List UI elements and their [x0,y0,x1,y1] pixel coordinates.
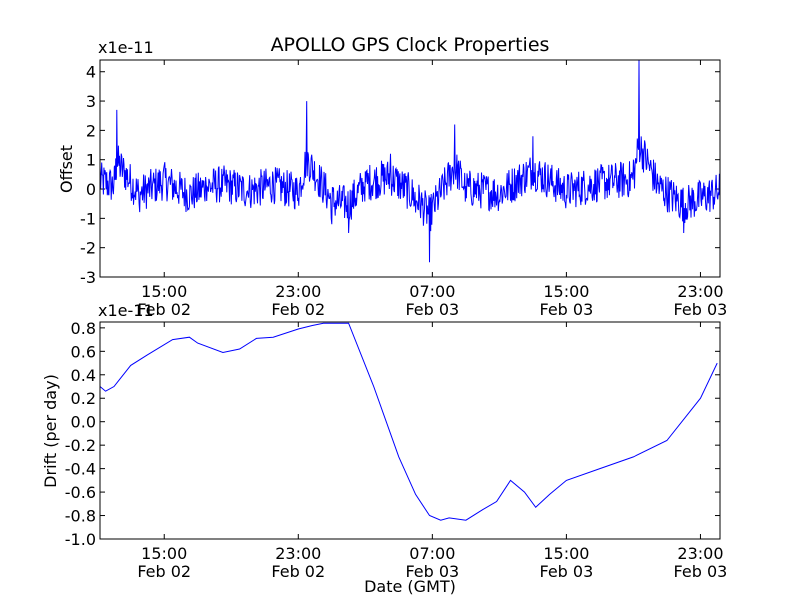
offset-panel: x1e-11 Offset -3 -2 -1 0 1 2 3 4 15:00 Feb 02 23:0… [57,38,727,319]
drift-ytick-label: 0.2 [71,389,96,408]
offset-xtick-label: 07:00 Feb 03 [405,282,459,319]
drift-xtick-label: 15:00 Feb 03 [540,544,594,581]
offset-xtick-label: 23:00 Feb 02 [271,282,325,319]
offset-xtick-label: 15:00 Feb 02 [137,282,191,319]
drift-ytick-label: -1.0 [65,530,96,549]
offset-ytick-label: 2 [86,121,96,140]
drift-ytick-label: -0.2 [65,436,96,455]
drift-scale-label: x1e-11 [98,301,154,320]
offset-ytick-label: 1 [86,151,96,170]
offset-series-line [99,59,721,263]
drift-panel: x1e-11 Drift (per day) -1.0-0.8-0.6-0.4-… [41,301,727,581]
chart-title: APOLLO GPS Clock Properties [271,34,550,56]
offset-ytick-label: -1 [80,209,96,228]
offset-plot-frame [99,59,721,278]
offset-ytick-label: 4 [86,63,96,82]
drift-xtick-label: 07:00 Feb 03 [405,544,459,581]
drift-ytick-label: 0.8 [71,319,96,338]
offset-scale-label: x1e-11 [98,38,154,57]
offset-ytick-label: -2 [80,239,96,258]
offset-y-axis-label: Offset [57,145,76,193]
drift-ytick-label: -0.8 [65,507,96,526]
x-axis-label: Date (GMT) [364,577,456,596]
drift-xtick-label: 23:00 Feb 03 [674,544,728,581]
drift-plot-frame [99,321,721,540]
drift-y-axis-label: Drift (per day) [41,374,60,488]
offset-xtick-label: 23:00 Feb 03 [674,282,728,319]
drift-axis-ticks: -1.0 -0.8 -0.6 -0.4 -0.2 0.0 0.2 0.4 0.6 0.8 15:00… [65,319,728,581]
offset-xtick-label: 15:00 Feb 03 [540,282,594,319]
offset-ytick-label: 0 [86,180,96,199]
offset-ytick-label: -3 [80,268,96,287]
drift-series-line [99,322,718,521]
drift-ytick-label: -0.4 [65,460,96,479]
offset-ytick-label: 3 [86,92,96,111]
drift-ytick-label: 0.6 [71,342,96,361]
drift-ytick-label: 0.0 [71,413,96,432]
drift-ytick-label: -0.6 [65,483,96,502]
drift-xtick-label: 15:00 Feb 02 [137,544,191,581]
drift-xtick-label: 23:00 Feb 02 [271,544,325,581]
drift-ytick-label: 0.4 [71,366,96,385]
offset-axis-ticks: -3 -2 -1 0 1 2 3 4 15:00 Feb 02 23:00 Feb 02 07:00 Fe… [80,60,727,319]
